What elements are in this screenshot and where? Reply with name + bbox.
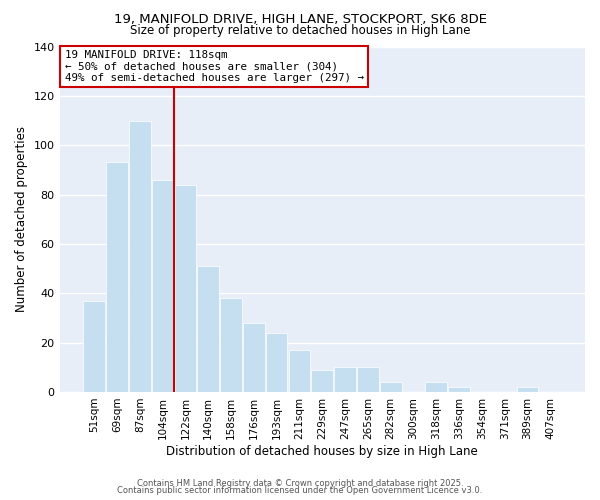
Bar: [152, 180, 173, 392]
Bar: [311, 370, 333, 392]
Bar: [175, 184, 196, 392]
X-axis label: Distribution of detached houses by size in High Lane: Distribution of detached houses by size …: [166, 444, 478, 458]
Text: Contains HM Land Registry data © Crown copyright and database right 2025.: Contains HM Land Registry data © Crown c…: [137, 478, 463, 488]
Bar: [448, 387, 470, 392]
Text: Contains public sector information licensed under the Open Government Licence v3: Contains public sector information licen…: [118, 486, 482, 495]
Bar: [266, 332, 287, 392]
Bar: [380, 382, 401, 392]
Bar: [220, 298, 242, 392]
Text: 19, MANIFOLD DRIVE, HIGH LANE, STOCKPORT, SK6 8DE: 19, MANIFOLD DRIVE, HIGH LANE, STOCKPORT…: [113, 12, 487, 26]
Bar: [517, 387, 538, 392]
Bar: [334, 368, 356, 392]
Bar: [83, 300, 105, 392]
Text: Size of property relative to detached houses in High Lane: Size of property relative to detached ho…: [130, 24, 470, 37]
Bar: [289, 350, 310, 392]
Bar: [425, 382, 447, 392]
Bar: [197, 266, 219, 392]
Bar: [357, 368, 379, 392]
Text: 19 MANIFOLD DRIVE: 118sqm
← 50% of detached houses are smaller (304)
49% of semi: 19 MANIFOLD DRIVE: 118sqm ← 50% of detac…: [65, 50, 364, 83]
Bar: [106, 162, 128, 392]
Bar: [129, 120, 151, 392]
Y-axis label: Number of detached properties: Number of detached properties: [15, 126, 28, 312]
Bar: [243, 323, 265, 392]
